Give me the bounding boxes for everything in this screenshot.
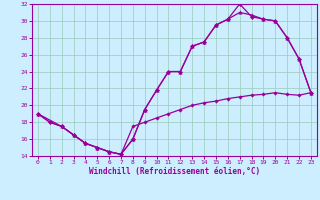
- X-axis label: Windchill (Refroidissement éolien,°C): Windchill (Refroidissement éolien,°C): [89, 167, 260, 176]
